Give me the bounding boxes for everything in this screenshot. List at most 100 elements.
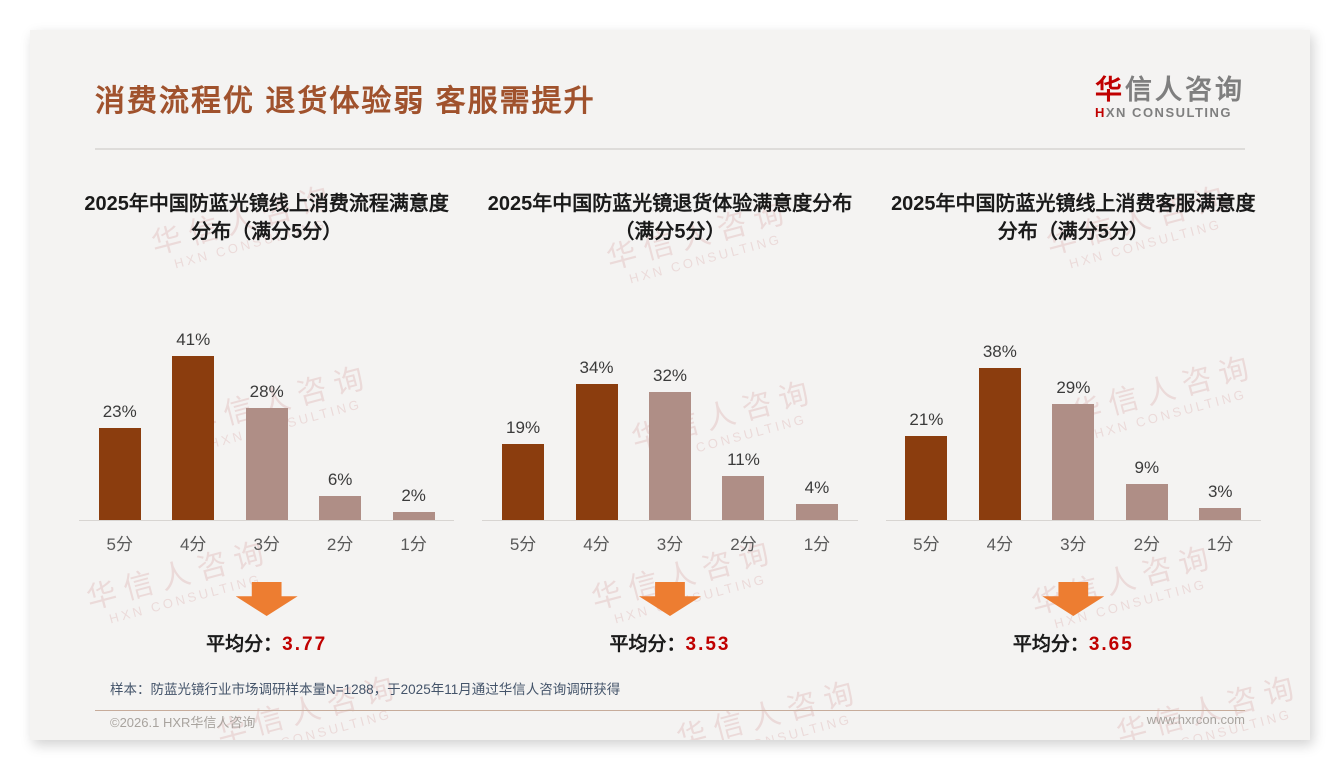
- plot-area: 21% 38% 29% 9% 3%: [885, 276, 1261, 521]
- down-arrow-icon: [638, 582, 701, 616]
- bar: [905, 436, 948, 520]
- x-axis-label: 2分: [730, 535, 757, 554]
- x-axis-label: 1分: [1207, 535, 1234, 554]
- bar: [795, 504, 838, 520]
- header: 消费流程优 退货体验弱 客服需提升 华信人咨询 HXN CONSULTING: [95, 66, 1245, 130]
- average-score: 平均分：3.77: [79, 629, 454, 656]
- x-axis-label: 3分: [1060, 535, 1087, 554]
- bar: [722, 476, 765, 520]
- bar-value-label: 38%: [982, 342, 1017, 361]
- x-axis-label: 4分: [986, 535, 1014, 554]
- bar-value-label: 3%: [1207, 482, 1233, 501]
- bar-value-label: 19%: [506, 418, 541, 437]
- average-label: 平均分：: [1012, 634, 1089, 655]
- bar-value-label: 23%: [102, 402, 137, 421]
- x-axis-label: 5分: [509, 535, 537, 554]
- x-axis-labels: 5分 4分 3分 2分 1分: [482, 530, 857, 555]
- bar: [575, 384, 618, 520]
- chart-customer-service: 2025年中国防蓝光镜线上消费客服满意度分布（满分5分） 21% 38% 29% 9%…: [872, 180, 1275, 656]
- bar-slot: 41%: [156, 330, 229, 520]
- logo-cn-accent: 华: [1095, 75, 1125, 106]
- plot-area: 19% 34% 32% 11% 4%: [482, 276, 858, 521]
- bar-slot: 6%: [303, 470, 376, 520]
- bar-value-label: 4%: [804, 478, 830, 497]
- bar: [978, 368, 1021, 520]
- bar: [98, 428, 141, 520]
- bar-slot: 32%: [633, 366, 706, 520]
- x-axis-label: 3分: [253, 535, 280, 554]
- x-axis-label: 5分: [913, 535, 940, 554]
- bar-value-label: 34%: [579, 358, 614, 377]
- chart-title: 2025年中国防蓝光镜线上消费流程满意度分布（满分5分）: [84, 193, 449, 243]
- bar: [392, 512, 435, 520]
- bar-value-label: 21%: [909, 410, 944, 429]
- bar-slot: 4%: [780, 478, 853, 520]
- x-axis-labels: 5分 4分 3分 2分 1分: [79, 530, 454, 555]
- slide-card: 华信人咨询 HXN CONSULTING 华信人咨询 HXN CONSULTING 华信…: [30, 30, 1310, 740]
- logo-en-accent: H: [1095, 104, 1106, 120]
- website-url: www.hxrcon.com: [1146, 712, 1245, 727]
- bar: [649, 392, 691, 520]
- average-label: 平均分：: [206, 634, 283, 655]
- bar-value-label: 9%: [1134, 458, 1160, 477]
- bar-value-label: 2%: [401, 486, 426, 505]
- footer-divider: [95, 710, 1245, 711]
- logo-cn-rest: 信人咨询: [1125, 75, 1245, 106]
- bar-value-label: 29%: [1056, 378, 1091, 397]
- bar-slot: 21%: [890, 410, 963, 520]
- logo-en-rest: XN CONSULTING: [1105, 104, 1233, 120]
- chart-return-experience: 2025年中国防蓝光镜退货体验满意度分布（满分5分） 19% 34% 32% 11% 4…: [468, 180, 871, 656]
- copyright-text: ©2026.1 HXR华信人咨询: [110, 715, 256, 730]
- bar-value-label: 11%: [727, 450, 760, 469]
- bar: [1125, 484, 1168, 520]
- bar-slot: 38%: [963, 342, 1036, 520]
- down-arrow-icon: [235, 582, 298, 616]
- bar-value-label: 28%: [249, 382, 284, 401]
- bar-slot: 19%: [486, 418, 559, 520]
- slide-content: 消费流程优 退货体验弱 客服需提升 华信人咨询 HXN CONSULTING 2…: [30, 30, 1310, 740]
- bar: [319, 496, 362, 520]
- bar-slot: 28%: [230, 382, 303, 520]
- bar-slot: 29%: [1037, 378, 1110, 520]
- bar: [172, 356, 215, 520]
- x-axis-label: 5分: [106, 535, 133, 554]
- bar: [245, 408, 288, 520]
- bar-slot: 9%: [1110, 458, 1183, 520]
- bar-slot: 2%: [377, 486, 450, 520]
- down-arrow-icon: [1042, 582, 1105, 616]
- plot-area: 23% 41% 28% 6% 2%: [79, 276, 455, 521]
- bar: [1199, 508, 1242, 520]
- x-axis-label: 1分: [400, 535, 427, 554]
- sample-note: 样本：防蓝光镜行业市场调研样本量N=1288，于2025年11月通过华信人咨询调…: [110, 682, 621, 697]
- chart-title: 2025年中国防蓝光镜线上消费客服满意度分布（满分5分）: [891, 193, 1256, 243]
- bar-value-label: 6%: [327, 470, 353, 489]
- page-title: 消费流程优 退货体验弱 客服需提升: [95, 85, 596, 118]
- x-axis-label: 2分: [1133, 535, 1161, 554]
- bar-slot: 23%: [83, 402, 156, 520]
- charts-row: 2025年中国防蓝光镜线上消费流程满意度分布（满分5分） 23% 41% 28% 6%…: [65, 180, 1275, 656]
- bar: [502, 444, 545, 520]
- logo-chinese-name: 华信人咨询: [1095, 76, 1245, 104]
- average-label: 平均分：: [609, 634, 686, 655]
- x-axis-label: 1分: [803, 535, 831, 554]
- bar-slot: 34%: [560, 358, 633, 520]
- bar-value-label: 41%: [176, 330, 211, 349]
- bar-value-label: 32%: [652, 366, 688, 385]
- footer: ©2026.1 HXR华信人咨询 www.hxrcon.com: [110, 712, 1245, 731]
- x-axis-label: 4分: [179, 535, 207, 554]
- company-logo: 华信人咨询 HXN CONSULTING: [1095, 76, 1245, 120]
- average-value: 3.53: [685, 634, 731, 655]
- bar-slot: 3%: [1184, 482, 1257, 520]
- arrow-wrap: [482, 582, 857, 616]
- bar-slot: 11%: [707, 450, 780, 520]
- logo-english-name: HXN CONSULTING: [1095, 105, 1245, 120]
- title-divider: [95, 148, 1245, 150]
- chart-title: 2025年中国防蓝光镜退货体验满意度分布（满分5分）: [487, 193, 853, 243]
- bar: [1052, 404, 1095, 520]
- average-score: 平均分：3.53: [482, 629, 857, 656]
- x-axis-label: 3分: [656, 535, 684, 554]
- x-axis-labels: 5分 4分 3分 2分 1分: [886, 530, 1261, 555]
- arrow-wrap: [79, 582, 454, 616]
- arrow-wrap: [886, 582, 1261, 616]
- average-value: 3.65: [1088, 634, 1134, 655]
